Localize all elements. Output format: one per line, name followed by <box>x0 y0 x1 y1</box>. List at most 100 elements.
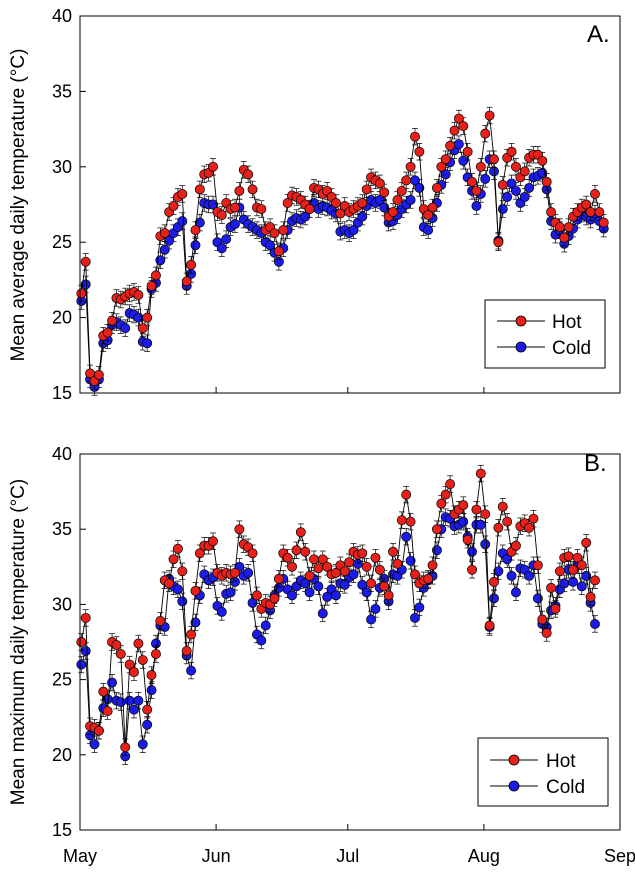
data-point-hot <box>445 140 456 151</box>
data-point-cold <box>186 665 197 676</box>
panel-b-legend-hot-label: Hot <box>546 751 576 772</box>
data-point-cold <box>313 581 324 592</box>
data-point-hot <box>168 201 179 211</box>
data-point-hot <box>194 184 205 195</box>
data-point-hot <box>581 537 592 548</box>
x-tick-label: May <box>63 846 97 866</box>
x-tick-label: Sep <box>604 846 635 866</box>
data-point-hot <box>405 516 416 527</box>
panel-a-legend-cold-label: Cold <box>552 338 591 359</box>
data-point-cold <box>159 244 170 255</box>
data-point-hot <box>453 113 464 124</box>
data-point-cold <box>405 555 416 566</box>
data-point-cold <box>524 570 535 581</box>
x-tick-label: Jun <box>202 846 231 866</box>
data-point-cold <box>511 185 521 196</box>
panel-a: 15 20 25 30 35 40 Mean average daily temperat… <box>8 6 621 403</box>
data-point-hot <box>269 228 280 239</box>
data-point-cold <box>142 338 153 349</box>
data-point-hot <box>410 131 420 142</box>
data-point-hot <box>339 566 350 577</box>
data-point-hot <box>317 554 328 565</box>
panel-b-legend: Hot Cold <box>477 737 609 807</box>
data-point-hot <box>142 704 153 715</box>
data-point-hot <box>524 522 535 533</box>
data-point-hot <box>427 560 438 571</box>
data-point-cold <box>475 519 486 530</box>
data-point-hot <box>392 195 403 205</box>
data-point-cold <box>497 204 508 214</box>
data-point-hot <box>357 548 368 559</box>
data-point-hot <box>181 276 192 287</box>
data-point-hot <box>111 640 122 650</box>
panel-b-legend-cold-label: Cold <box>546 777 585 798</box>
data-point-hot <box>208 536 218 547</box>
data-point-hot <box>216 210 227 221</box>
data-point-cold <box>357 211 368 222</box>
data-point-hot <box>282 552 293 563</box>
data-point-hot <box>497 501 508 512</box>
data-point-hot <box>370 552 381 563</box>
panel-a-plot-frame <box>79 15 621 394</box>
data-point-cold <box>137 739 148 750</box>
data-point-hot <box>344 557 355 568</box>
data-point-hot <box>146 670 157 681</box>
data-point-cold <box>120 323 131 334</box>
data-point-hot <box>392 558 403 569</box>
panel-a-legend: Hot Cold <box>484 299 606 369</box>
data-point-hot <box>388 546 398 557</box>
data-point-hot <box>107 315 117 326</box>
panel-a-legend-cold-marker <box>515 341 527 353</box>
series-hot <box>76 464 600 756</box>
data-point-hot <box>361 561 372 572</box>
data-point-hot <box>269 593 280 604</box>
data-point-hot <box>423 573 434 584</box>
data-point-cold <box>243 567 254 578</box>
data-point-hot <box>129 667 139 678</box>
data-point-hot <box>181 646 192 656</box>
data-point-hot <box>133 638 144 649</box>
data-point-hot <box>234 185 245 196</box>
y-tick-label: 30 <box>52 157 72 177</box>
data-point-hot <box>379 581 390 592</box>
data-point-hot <box>410 569 420 580</box>
data-point-cold <box>414 602 425 613</box>
data-point-cold <box>590 619 600 629</box>
panel-b-label: B. <box>584 450 607 477</box>
data-point-hot <box>396 515 407 526</box>
data-point-hot <box>186 259 197 270</box>
y-tick-label: 40 <box>52 444 72 464</box>
series-hot <box>76 106 609 390</box>
data-point-hot <box>374 564 385 575</box>
data-point-cold <box>142 719 153 730</box>
data-point-hot <box>278 225 289 236</box>
series-line-hot <box>80 473 596 748</box>
data-point-hot <box>431 182 442 193</box>
data-point-hot <box>124 659 135 670</box>
y-tick-label: 30 <box>52 594 72 614</box>
y-tick-label: 35 <box>52 81 72 101</box>
data-point-hot <box>230 567 240 578</box>
data-point-hot <box>511 161 521 172</box>
data-point-hot <box>331 198 341 208</box>
data-point-hot <box>506 146 517 157</box>
data-point-hot <box>475 161 486 172</box>
panel-a-legend-hot-label: Hot <box>552 312 582 333</box>
data-point-hot <box>282 198 293 208</box>
panel-a-y-axis-title: Mean average daily temperature (°C) <box>8 49 29 362</box>
data-point-cold <box>172 584 183 595</box>
data-point-hot <box>462 146 473 157</box>
data-point-cold <box>89 739 100 750</box>
series-line-cold <box>80 516 596 757</box>
data-point-cold <box>524 182 535 193</box>
data-point-cold <box>287 590 297 601</box>
data-point-hot <box>159 228 170 239</box>
data-point-hot <box>133 290 144 300</box>
data-point-hot <box>230 202 240 213</box>
data-point-cold <box>331 590 341 601</box>
data-point-hot <box>554 566 565 577</box>
data-point-cold <box>502 192 513 202</box>
series-cold <box>76 508 600 765</box>
data-point-hot <box>563 551 574 562</box>
data-point-hot <box>247 548 258 559</box>
